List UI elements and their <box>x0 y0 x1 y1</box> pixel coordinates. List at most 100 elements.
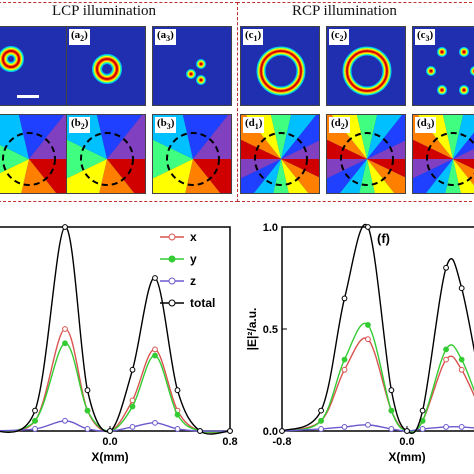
panel-d1: (d1) <box>240 114 320 194</box>
point-y <box>365 322 371 328</box>
chart-e: 0.0 0.8 X(mm) xyz total <box>0 224 238 464</box>
point-total <box>32 407 38 414</box>
panel-label: (f) <box>377 231 390 246</box>
point-total <box>227 428 233 434</box>
x-tick-label: 0.0 <box>399 436 414 448</box>
plot-frame <box>281 226 474 432</box>
point-x <box>443 356 449 363</box>
legend-label-z: z <box>190 274 196 288</box>
y-tick-label: 0.5 <box>263 324 278 336</box>
point-y <box>84 407 91 414</box>
point-total <box>443 264 449 271</box>
point-z <box>318 426 324 432</box>
panel-label-c1: (c1) <box>243 29 264 46</box>
panel-label-c2: (c2) <box>329 29 350 46</box>
y-tick-label: 1.0 <box>263 222 278 234</box>
point-x <box>152 346 158 353</box>
y-axis-label: |E|²/a.u. <box>245 308 259 351</box>
panel-label-a3: (a3) <box>155 29 176 46</box>
x-axis-label: X(mm) <box>388 450 425 464</box>
panel-label-c3: (c3) <box>415 29 436 46</box>
panel-a2: (a2) <box>66 26 146 106</box>
series-line-total <box>281 223 474 434</box>
point-total <box>84 387 91 394</box>
legend-label-x: x <box>190 230 197 244</box>
point-y <box>341 356 348 363</box>
point-z <box>129 424 136 430</box>
point-x <box>458 366 465 373</box>
point-total <box>318 407 324 414</box>
series-line-y <box>281 322 474 433</box>
legend-marker-total <box>168 299 176 307</box>
panel-b3: (b3) <box>152 114 232 194</box>
panel-label-d1: (d1) <box>243 117 265 134</box>
y-tick-label: 0.0 <box>263 426 278 438</box>
point-total <box>279 428 285 434</box>
point-total <box>419 407 426 414</box>
point-z <box>32 426 38 432</box>
legend-marker-y <box>168 255 176 263</box>
point-z <box>443 424 449 430</box>
point-z <box>388 426 395 432</box>
point-total <box>107 428 113 434</box>
point-total <box>341 295 348 302</box>
series-line-z <box>281 424 474 432</box>
rcp-frame <box>237 2 474 202</box>
panel-b1 <box>0 114 68 194</box>
point-total <box>388 387 395 394</box>
point-y <box>388 407 395 414</box>
panel-a1 <box>0 26 68 106</box>
x-axis-label: X(mm) <box>91 450 128 464</box>
legend-label-y: y <box>190 252 197 266</box>
panel-d2: (d2) <box>326 114 406 194</box>
point-total <box>62 224 68 230</box>
rcp-header: RCP illumination <box>292 3 397 19</box>
point-total <box>365 224 371 230</box>
point-z <box>174 426 181 432</box>
point-y <box>174 411 181 418</box>
chart-f: -0.8 0.00.00.51.0X(mm)|E|²/a.u.(f) <box>245 222 474 464</box>
panel-label-b2: (b2) <box>69 117 91 134</box>
panel-label-d2: (d2) <box>329 117 351 134</box>
point-z <box>419 426 426 432</box>
point-y <box>443 346 449 353</box>
point-z <box>84 426 91 432</box>
point-x <box>365 336 371 343</box>
legend-label-total: total <box>190 296 215 310</box>
point-total <box>174 387 181 394</box>
series-line-y <box>0 342 231 433</box>
point-x <box>341 366 348 373</box>
lcp-header: LCP illumination <box>52 3 157 19</box>
legend-marker-x <box>168 233 176 241</box>
panel-c1: (c1) <box>240 26 320 106</box>
point-z <box>152 419 158 426</box>
panel-label-d3: (d3) <box>415 117 437 134</box>
panel-a3: (a3) <box>152 26 232 106</box>
point-y <box>32 417 38 424</box>
legend-marker-z <box>168 277 176 285</box>
point-y <box>129 403 136 410</box>
point-total <box>458 285 465 292</box>
series-line-total <box>0 226 231 435</box>
point-z <box>62 417 68 424</box>
panel-label-b3: (b3) <box>155 117 177 134</box>
panel-c2: (c2) <box>326 26 406 106</box>
point-z <box>458 424 465 430</box>
x-tick-label: 0.8 <box>222 436 237 448</box>
point-y <box>62 340 68 347</box>
series-line-x <box>0 328 231 434</box>
point-total <box>404 428 410 434</box>
x-tick-label: 0.0 <box>102 436 117 448</box>
point-total <box>197 428 203 434</box>
series-line-z <box>0 420 231 432</box>
point-z <box>341 424 348 430</box>
point-total <box>152 275 158 281</box>
panel-c3: (c3) <box>412 26 474 106</box>
point-y <box>318 417 324 424</box>
point-y <box>152 352 158 359</box>
panel-b2: (b2) <box>66 114 146 194</box>
point-x <box>62 326 68 332</box>
panel-d3: (d3) <box>412 114 474 194</box>
point-z <box>365 421 371 428</box>
point-y <box>458 356 465 363</box>
